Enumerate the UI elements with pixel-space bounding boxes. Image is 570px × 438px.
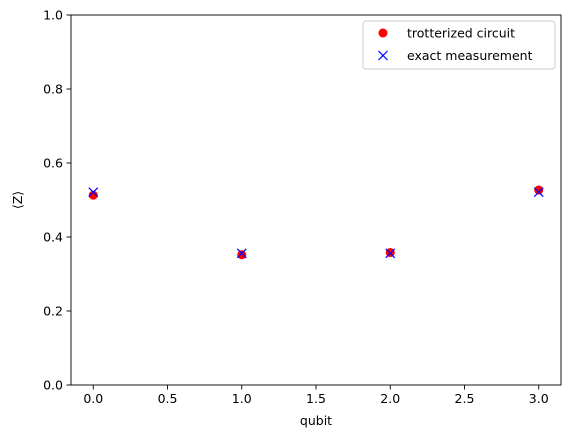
legend-label-trotterized-circuit: trotterized circuit bbox=[407, 26, 515, 41]
legend: trotterized circuit exact measurement bbox=[362, 20, 556, 70]
x-axis: 0.0 0.5 1.0 1.5 2.0 2.5 3.0 bbox=[83, 385, 549, 406]
exact-measurement-point bbox=[236, 248, 247, 259]
y-tick-label: 0.4 bbox=[43, 230, 63, 245]
y-tick-label: 1.0 bbox=[43, 8, 63, 23]
x-tick-label: 0.5 bbox=[158, 391, 178, 406]
legend-label-exact-measurement: exact measurement bbox=[407, 48, 533, 63]
y-tick-label: 0.0 bbox=[43, 378, 63, 393]
y-tick-label: 0.8 bbox=[43, 82, 63, 97]
exact-measurement-point bbox=[88, 187, 99, 198]
y-axis-label: ⟨Z⟩ bbox=[10, 191, 25, 209]
x-tick-label: 1.5 bbox=[306, 391, 326, 406]
x-tick-label: 1.0 bbox=[232, 391, 252, 406]
x-tick-label: 0.0 bbox=[83, 391, 103, 406]
legend-box bbox=[362, 20, 556, 70]
x-tick-label: 2.5 bbox=[455, 391, 475, 406]
x-axis-label: qubit bbox=[300, 413, 332, 428]
exact-measurement-point bbox=[385, 248, 396, 259]
trotterized-circuit-point bbox=[237, 250, 247, 260]
legend-marker-trotterized-circuit bbox=[378, 28, 388, 38]
x-tick-label: 3.0 bbox=[529, 391, 549, 406]
plot-area bbox=[71, 15, 561, 385]
y-axis: 0.0 0.2 0.4 0.6 0.8 1.0 bbox=[43, 8, 71, 393]
y-tick-label: 0.2 bbox=[43, 304, 63, 319]
data-layer bbox=[88, 185, 544, 260]
x-tick-label: 2.0 bbox=[380, 391, 400, 406]
trotterized-circuit-point bbox=[88, 190, 98, 200]
legend-marker-exact-measurement bbox=[378, 50, 388, 61]
y-tick-label: 0.6 bbox=[43, 156, 63, 171]
trotterized-circuit-point bbox=[534, 185, 544, 195]
exact-measurement-point bbox=[533, 187, 544, 198]
